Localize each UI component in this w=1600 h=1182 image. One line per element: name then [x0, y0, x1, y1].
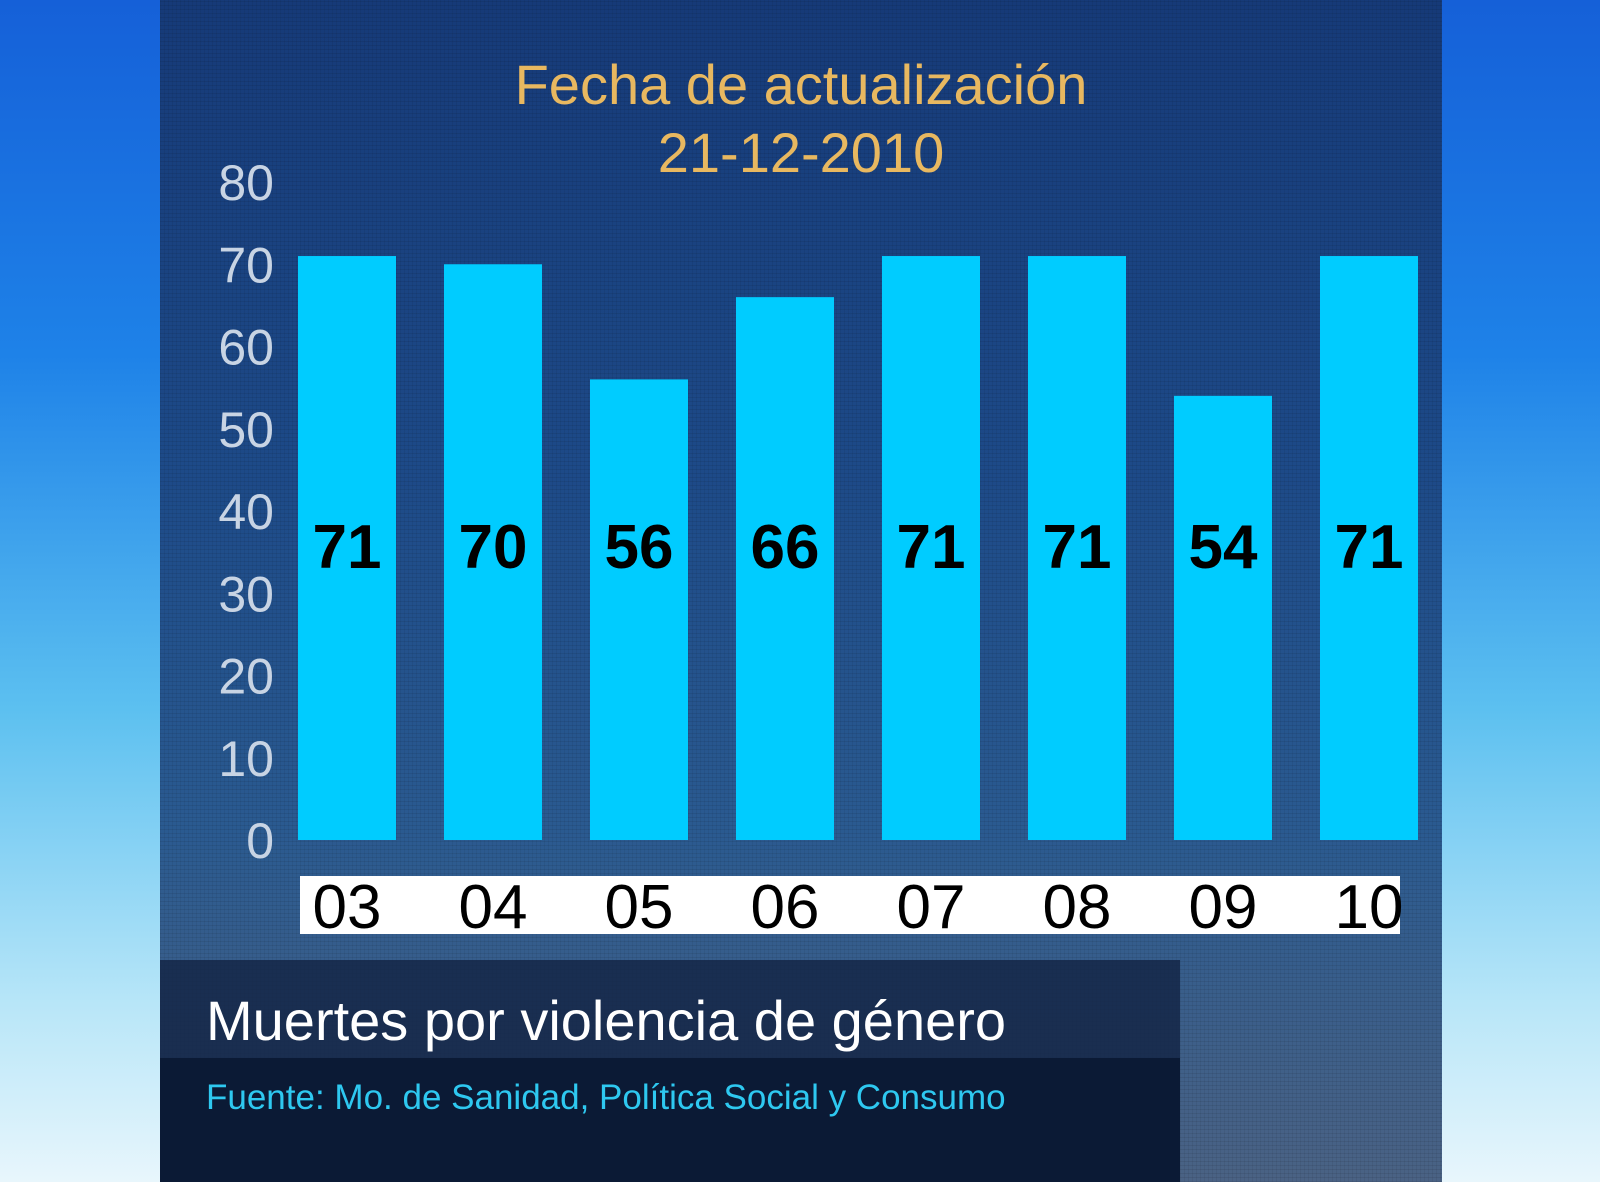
- bar-value-label: 56: [605, 513, 674, 582]
- bar: [1174, 395, 1272, 840]
- bar: [1320, 256, 1418, 840]
- chart-subtitle: 21-12-2010: [657, 121, 945, 184]
- y-tick-label: 20: [218, 649, 274, 705]
- bar: [444, 264, 542, 840]
- bar: [882, 256, 980, 840]
- chart-title: Fecha de actualización: [514, 53, 1088, 116]
- bar-value-label: 71: [313, 513, 382, 582]
- x-tick-label: 06: [751, 873, 820, 942]
- x-tick-label: 03: [313, 873, 382, 942]
- x-tick-label: 08: [1043, 873, 1112, 942]
- y-tick-label: 40: [218, 484, 274, 540]
- y-tick-label: 10: [218, 731, 274, 787]
- y-tick-label: 60: [218, 320, 274, 376]
- bar-value-label: 71: [897, 513, 966, 582]
- x-tick-label: 05: [605, 873, 674, 942]
- x-tick-label: 10: [1335, 873, 1404, 942]
- x-axis-strip: [300, 876, 1400, 934]
- y-tick-label: 50: [218, 402, 274, 458]
- y-tick-label: 80: [218, 155, 274, 211]
- y-tick-label: 70: [218, 237, 274, 293]
- x-tick-label: 09: [1189, 873, 1258, 942]
- bar: [298, 256, 396, 840]
- bar: [1028, 256, 1126, 840]
- x-tick-label: 04: [459, 873, 528, 942]
- bar-value-label: 54: [1189, 513, 1258, 582]
- y-tick-label: 0: [246, 813, 274, 869]
- source-box: [160, 1058, 1180, 1182]
- bar-value-label: 66: [751, 513, 820, 582]
- bar: [590, 379, 688, 840]
- bar-value-label: 71: [1335, 513, 1404, 582]
- bar: [736, 297, 834, 840]
- x-tick-label: 07: [897, 873, 966, 942]
- chart-source: Fuente: Mo. de Sanidad, Política Social …: [206, 1078, 1006, 1117]
- chart-caption: Muertes por violencia de género: [206, 989, 1007, 1052]
- bar-value-label: 70: [459, 513, 528, 582]
- y-tick-label: 30: [218, 566, 274, 622]
- bar-value-label: 71: [1043, 513, 1112, 582]
